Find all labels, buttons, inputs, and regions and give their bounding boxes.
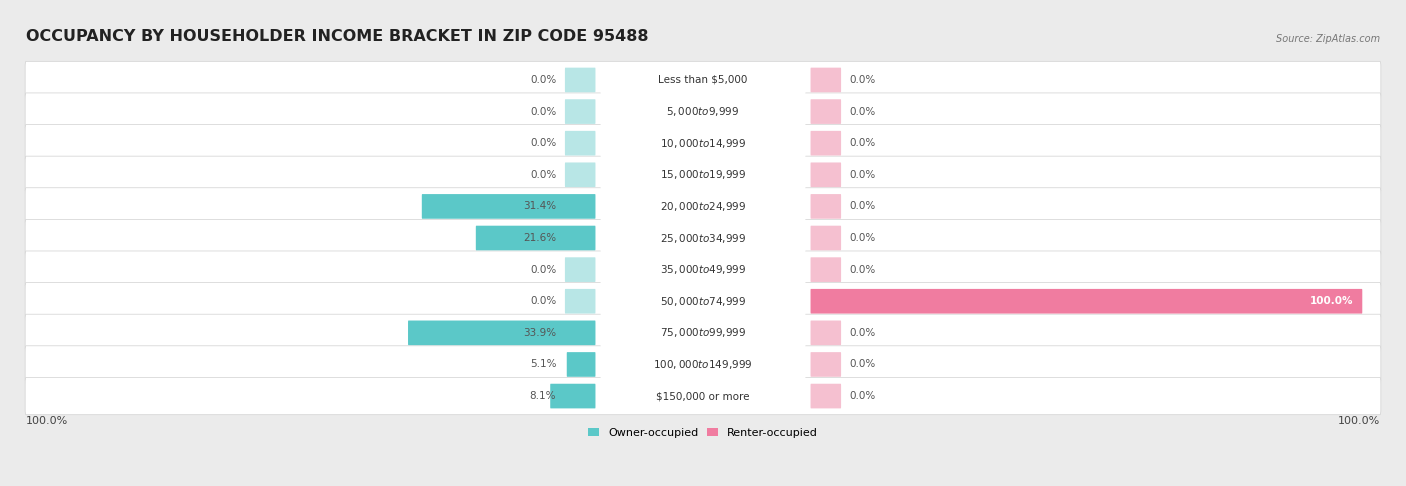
- Text: 0.0%: 0.0%: [530, 265, 557, 275]
- FancyBboxPatch shape: [600, 255, 806, 284]
- Text: OCCUPANCY BY HOUSEHOLDER INCOME BRACKET IN ZIP CODE 95488: OCCUPANCY BY HOUSEHOLDER INCOME BRACKET …: [27, 29, 648, 44]
- FancyBboxPatch shape: [600, 129, 806, 158]
- Text: $100,000 to $149,999: $100,000 to $149,999: [654, 358, 752, 371]
- FancyBboxPatch shape: [600, 192, 806, 221]
- FancyBboxPatch shape: [25, 219, 1381, 257]
- FancyBboxPatch shape: [25, 282, 1381, 320]
- FancyBboxPatch shape: [565, 289, 596, 313]
- FancyBboxPatch shape: [810, 99, 841, 124]
- FancyBboxPatch shape: [565, 99, 596, 124]
- FancyBboxPatch shape: [25, 378, 1381, 415]
- FancyBboxPatch shape: [567, 352, 596, 377]
- FancyBboxPatch shape: [810, 289, 1362, 313]
- FancyBboxPatch shape: [810, 226, 841, 250]
- Text: $75,000 to $99,999: $75,000 to $99,999: [659, 327, 747, 339]
- Text: 0.0%: 0.0%: [849, 201, 876, 211]
- Text: 21.6%: 21.6%: [523, 233, 557, 243]
- FancyBboxPatch shape: [565, 257, 596, 282]
- FancyBboxPatch shape: [25, 251, 1381, 288]
- Text: 100.0%: 100.0%: [27, 416, 69, 426]
- Text: $15,000 to $19,999: $15,000 to $19,999: [659, 168, 747, 181]
- Text: 31.4%: 31.4%: [523, 201, 557, 211]
- FancyBboxPatch shape: [810, 384, 841, 408]
- Legend: Owner-occupied, Renter-occupied: Owner-occupied, Renter-occupied: [588, 428, 818, 438]
- Text: $25,000 to $34,999: $25,000 to $34,999: [659, 231, 747, 244]
- Text: 5.1%: 5.1%: [530, 360, 557, 369]
- FancyBboxPatch shape: [600, 66, 806, 94]
- FancyBboxPatch shape: [810, 321, 841, 345]
- Text: 0.0%: 0.0%: [849, 265, 876, 275]
- Text: 0.0%: 0.0%: [849, 360, 876, 369]
- FancyBboxPatch shape: [600, 350, 806, 379]
- Text: 0.0%: 0.0%: [849, 106, 876, 117]
- FancyBboxPatch shape: [810, 162, 841, 187]
- FancyBboxPatch shape: [810, 68, 841, 92]
- FancyBboxPatch shape: [25, 188, 1381, 225]
- Text: 0.0%: 0.0%: [849, 233, 876, 243]
- FancyBboxPatch shape: [25, 61, 1381, 99]
- Text: 0.0%: 0.0%: [849, 138, 876, 148]
- Text: 0.0%: 0.0%: [849, 75, 876, 85]
- Text: 33.9%: 33.9%: [523, 328, 557, 338]
- Text: 0.0%: 0.0%: [849, 391, 876, 401]
- FancyBboxPatch shape: [810, 352, 841, 377]
- Text: 0.0%: 0.0%: [530, 75, 557, 85]
- FancyBboxPatch shape: [25, 156, 1381, 193]
- FancyBboxPatch shape: [810, 194, 841, 219]
- Text: 0.0%: 0.0%: [530, 296, 557, 306]
- FancyBboxPatch shape: [25, 346, 1381, 383]
- FancyBboxPatch shape: [565, 162, 596, 187]
- Text: 8.1%: 8.1%: [530, 391, 557, 401]
- Text: 0.0%: 0.0%: [530, 106, 557, 117]
- FancyBboxPatch shape: [422, 194, 596, 219]
- Text: 0.0%: 0.0%: [530, 138, 557, 148]
- Text: 100.0%: 100.0%: [1337, 416, 1379, 426]
- Text: $5,000 to $9,999: $5,000 to $9,999: [666, 105, 740, 118]
- FancyBboxPatch shape: [550, 384, 596, 408]
- FancyBboxPatch shape: [565, 131, 596, 156]
- FancyBboxPatch shape: [600, 382, 806, 411]
- FancyBboxPatch shape: [600, 287, 806, 316]
- Text: Source: ZipAtlas.com: Source: ZipAtlas.com: [1275, 34, 1379, 44]
- FancyBboxPatch shape: [600, 224, 806, 253]
- FancyBboxPatch shape: [810, 131, 841, 156]
- FancyBboxPatch shape: [600, 97, 806, 126]
- FancyBboxPatch shape: [600, 160, 806, 190]
- FancyBboxPatch shape: [25, 314, 1381, 351]
- Text: 0.0%: 0.0%: [849, 170, 876, 180]
- Text: $50,000 to $74,999: $50,000 to $74,999: [659, 295, 747, 308]
- Text: 0.0%: 0.0%: [849, 328, 876, 338]
- FancyBboxPatch shape: [810, 257, 841, 282]
- FancyBboxPatch shape: [408, 321, 596, 345]
- Text: $10,000 to $14,999: $10,000 to $14,999: [659, 137, 747, 150]
- Text: 100.0%: 100.0%: [1309, 296, 1353, 306]
- Text: 0.0%: 0.0%: [530, 170, 557, 180]
- Text: Less than $5,000: Less than $5,000: [658, 75, 748, 85]
- FancyBboxPatch shape: [475, 226, 596, 250]
- Text: $35,000 to $49,999: $35,000 to $49,999: [659, 263, 747, 276]
- FancyBboxPatch shape: [600, 318, 806, 347]
- FancyBboxPatch shape: [25, 124, 1381, 162]
- FancyBboxPatch shape: [25, 93, 1381, 130]
- FancyBboxPatch shape: [565, 68, 596, 92]
- Text: $20,000 to $24,999: $20,000 to $24,999: [659, 200, 747, 213]
- Text: $150,000 or more: $150,000 or more: [657, 391, 749, 401]
